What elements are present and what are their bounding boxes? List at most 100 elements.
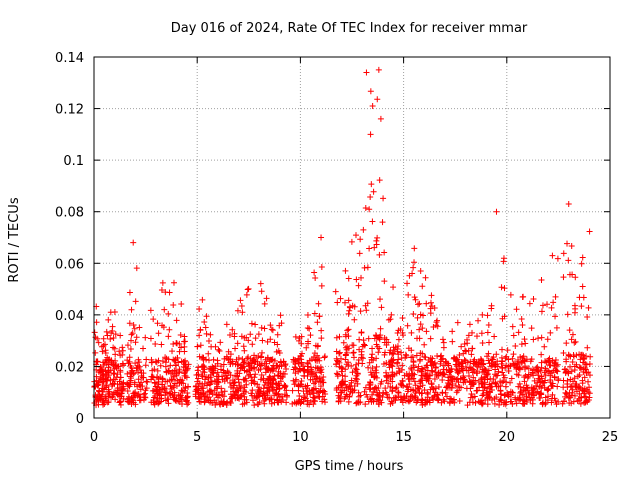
data-point [142, 362, 149, 369]
data-point [510, 332, 517, 339]
data-point [517, 353, 524, 360]
data-point [434, 397, 441, 404]
data-point [166, 390, 173, 397]
data-point [292, 333, 299, 340]
data-point [110, 361, 117, 368]
data-point [171, 357, 178, 364]
data-point [296, 355, 303, 362]
data-point [165, 368, 172, 375]
data-point [337, 398, 344, 405]
data-point [509, 389, 516, 396]
data-point [479, 380, 486, 387]
data-point [192, 388, 199, 395]
data-point [342, 373, 349, 380]
data-point [242, 389, 249, 396]
data-point [413, 352, 420, 359]
data-point [393, 384, 400, 391]
data-point [554, 255, 561, 262]
data-point [399, 366, 406, 373]
data-point [243, 396, 250, 403]
data-point [423, 300, 430, 307]
data-point [372, 332, 379, 339]
data-point [350, 350, 357, 357]
data-point [548, 399, 555, 406]
data-point [263, 295, 270, 302]
data-point [453, 366, 460, 373]
data-point [399, 378, 406, 385]
data-point [320, 379, 327, 386]
data-point [442, 389, 449, 396]
data-point [337, 384, 344, 391]
data-point [392, 397, 399, 404]
data-point [95, 339, 102, 346]
data-point [274, 384, 281, 391]
data-point [105, 316, 112, 323]
data-point [315, 365, 322, 372]
data-point [465, 332, 472, 339]
data-point [486, 394, 493, 401]
data-point [378, 378, 385, 385]
data-point [395, 365, 402, 372]
data-point [367, 88, 374, 95]
data-point [126, 358, 133, 365]
data-point [422, 274, 429, 281]
data-point [239, 356, 246, 363]
data-point [169, 348, 176, 355]
data-point [304, 397, 311, 404]
data-point [318, 234, 325, 241]
data-point [521, 386, 528, 393]
data-point [227, 398, 234, 405]
data-point [182, 373, 189, 380]
data-point [218, 389, 225, 396]
data-point [277, 370, 284, 377]
data-point [283, 399, 290, 406]
data-point [484, 353, 491, 360]
data-point [230, 380, 237, 387]
data-point [205, 397, 212, 404]
data-point [359, 360, 366, 367]
data-point [345, 310, 352, 317]
data-point [348, 362, 355, 369]
data-point [173, 317, 180, 324]
data-point [513, 365, 520, 372]
data-point [555, 375, 562, 382]
data-point [467, 385, 474, 392]
data-point [377, 296, 384, 303]
data-point [390, 284, 397, 291]
data-point [318, 263, 325, 270]
data-point [318, 366, 325, 373]
data-point [311, 398, 318, 405]
data-point [410, 310, 417, 317]
data-point [269, 327, 276, 334]
data-point [536, 383, 543, 390]
data-point [295, 382, 302, 389]
data-point [268, 326, 275, 333]
data-point [183, 394, 190, 401]
data-point [150, 399, 157, 406]
data-point [246, 363, 253, 370]
data-point [526, 300, 533, 307]
data-point [582, 360, 589, 367]
data-point [321, 353, 328, 360]
data-point [107, 377, 114, 384]
data-point [446, 400, 453, 407]
data-point [268, 400, 275, 407]
data-point [535, 335, 542, 342]
data-point [479, 366, 486, 373]
data-point [461, 340, 468, 347]
data-point [118, 390, 125, 397]
data-point [142, 394, 149, 401]
data-point [369, 345, 376, 352]
data-point [138, 369, 145, 376]
data-point [411, 294, 418, 301]
data-point [482, 374, 489, 381]
data-point [116, 378, 123, 385]
data-point [147, 307, 154, 314]
data-point [546, 355, 553, 362]
data-point [267, 367, 274, 374]
data-point [367, 131, 374, 138]
data-point [501, 399, 508, 406]
data-point [133, 334, 140, 341]
data-point [176, 368, 183, 375]
data-point [306, 401, 313, 408]
